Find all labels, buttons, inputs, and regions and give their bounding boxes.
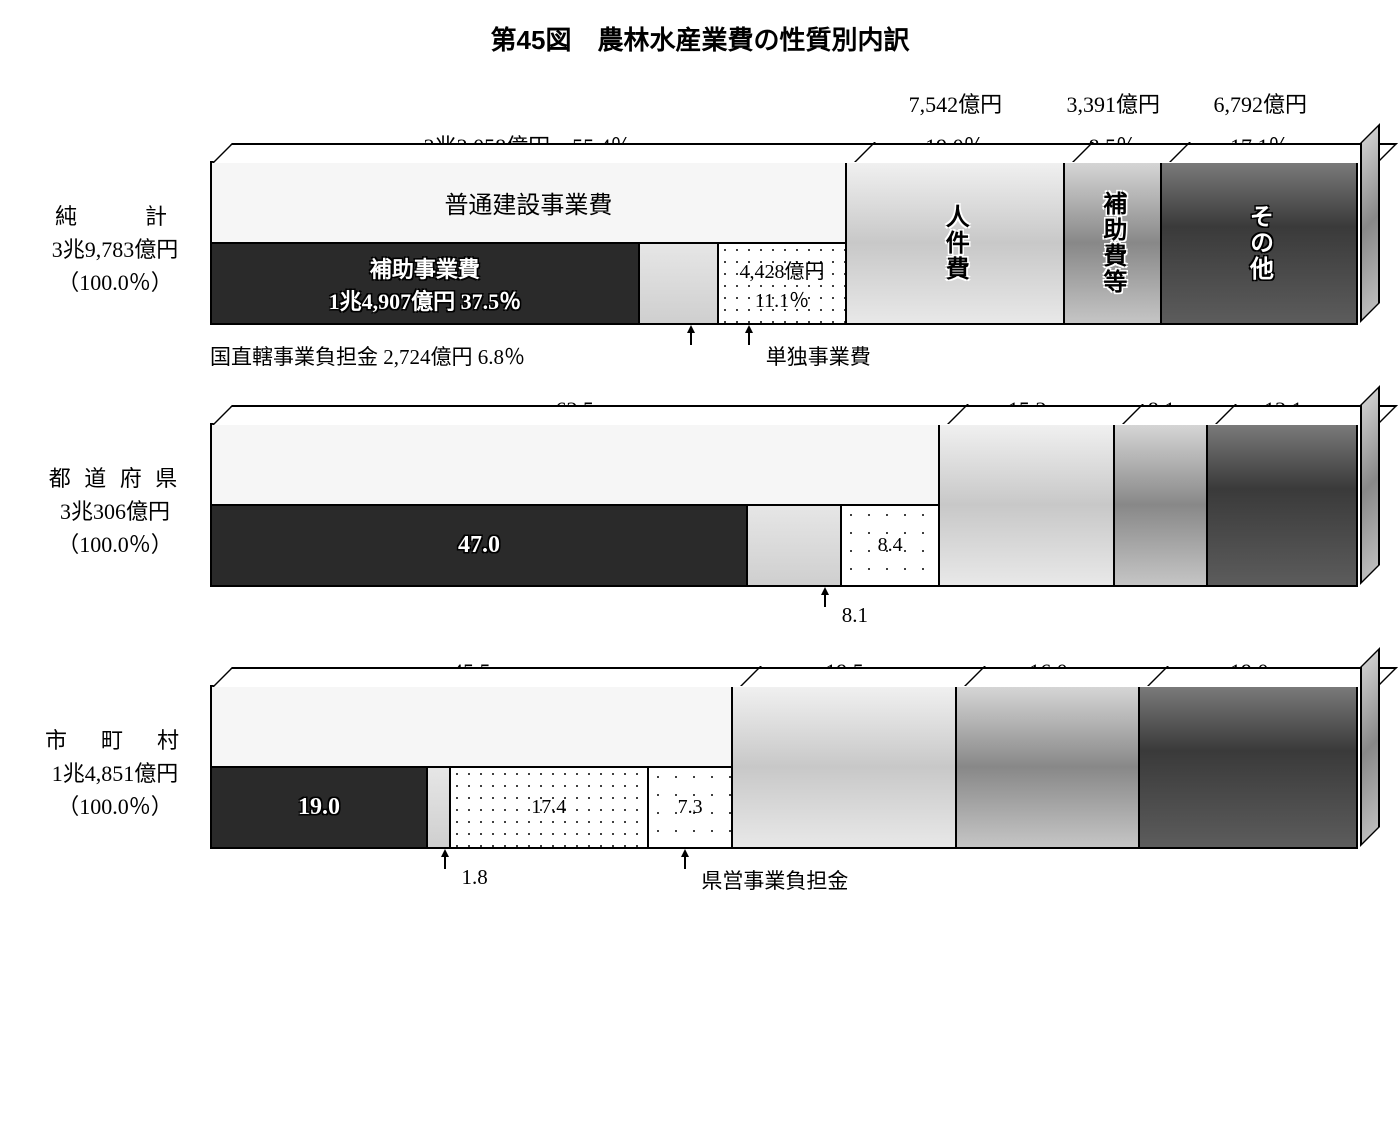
row-label: 市 町 村 1兆4,851億円 （100.0％） xyxy=(20,657,210,889)
extra-top-labels: 7,542億円 3,391億円 6,792億円 xyxy=(210,87,1380,119)
segment-construction: 普通建設事業費 xyxy=(212,163,845,244)
bar-row-prefecture: 都 道 府 県 3兆306億円 （100.0％） 63.5 15.3 8.1 1… xyxy=(20,395,1380,627)
stacked-bar: 47.0 8.4 xyxy=(210,423,1358,587)
bar-row-total: 純 計 3兆9,783億円 （100.0％） 2兆2,058億円 55.4％ 1… xyxy=(20,133,1380,365)
sub-segment-subsidy-project: 補助事業費 1兆4,907億円 37.5％ xyxy=(212,244,640,323)
below-annotations: 国直轄事業負担金 2,724億円 6.8％ 単独事業費 xyxy=(210,331,1380,365)
below-annotations: 1.8 県営事業負担金 xyxy=(210,855,1380,889)
sub-segment-independent: 4,428億円 11.1％ xyxy=(719,244,845,323)
stacked-bar: 19.0 17.4 7.3 xyxy=(210,685,1358,849)
row-label: 純 計 3兆9,783億円 （100.0％） xyxy=(20,133,210,365)
row-label: 都 道 府 県 3兆306億円 （100.0％） xyxy=(20,395,210,627)
segment-subsidy: 補助費等 xyxy=(1065,163,1162,323)
segment-personnel: 人件費 xyxy=(847,163,1065,323)
chart-title: 第45図 農林水産業費の性質別内訳 xyxy=(20,20,1380,57)
below-annotations: 8.1 xyxy=(210,593,1380,627)
bar-row-municipality: 市 町 村 1兆4,851億円 （100.0％） 45.5 19.5 16.0 … xyxy=(20,657,1380,889)
stacked-bar: 普通建設事業費 補助事業費 1兆4,907億円 37.5％ 4,428億円 11… xyxy=(210,161,1358,325)
sub-segment-national xyxy=(640,244,719,323)
segment-other: その他 xyxy=(1162,163,1358,323)
